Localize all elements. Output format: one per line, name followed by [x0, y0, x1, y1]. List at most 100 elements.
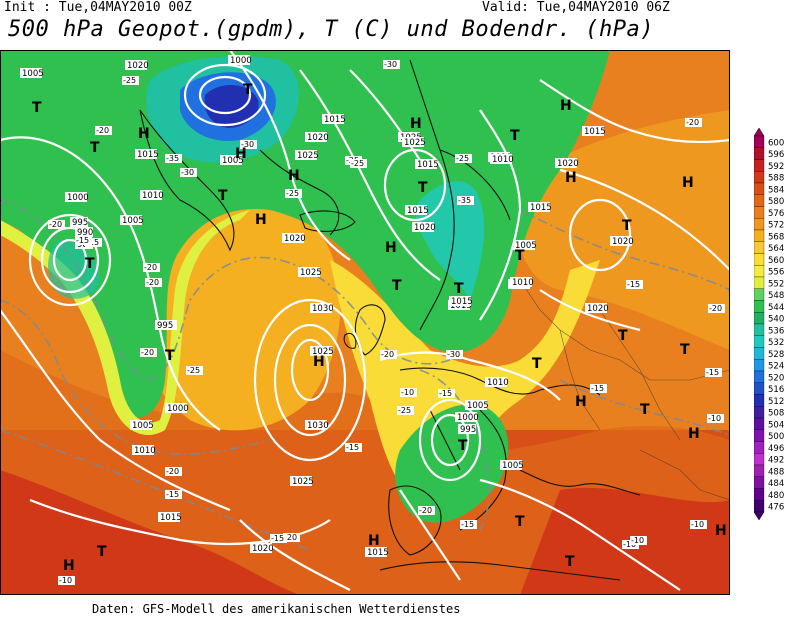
- europe-coast: [399, 367, 601, 531]
- isobar-label: 995: [70, 217, 88, 228]
- temperature-label: -10: [707, 414, 724, 423]
- field-green-trough: [0, 50, 610, 418]
- svg-text:990: 990: [77, 228, 93, 238]
- svg-text:-25: -25: [398, 406, 411, 415]
- legend-swatch: [754, 218, 765, 231]
- svg-text:995: 995: [460, 425, 476, 435]
- svg-text:1005: 1005: [22, 69, 44, 79]
- svg-text:-15: -15: [86, 238, 99, 247]
- svg-text:-10: -10: [708, 414, 721, 423]
- svg-text:1015: 1015: [451, 297, 473, 307]
- pressure-center-label: H: [688, 426, 700, 442]
- legend-level-label: 592: [768, 162, 784, 172]
- borders: [519, 279, 730, 501]
- pressure-center-label: T: [565, 554, 575, 570]
- svg-text:-20: -20: [381, 350, 394, 359]
- isobar-label: 1005: [130, 420, 154, 431]
- svg-text:1015: 1015: [407, 206, 429, 216]
- svg-text:1000: 1000: [67, 193, 89, 203]
- svg-text:-10: -10: [401, 388, 414, 397]
- isobar-label: 1000: [455, 412, 479, 423]
- temperature-label: -20: [140, 348, 157, 357]
- isobar-label: 990: [75, 227, 93, 238]
- svg-text:1020: 1020: [307, 133, 329, 143]
- svg-text:1030: 1030: [307, 421, 329, 431]
- svg-text:-15: -15: [591, 384, 604, 393]
- svg-text:1000: 1000: [230, 56, 252, 66]
- svg-text:1015: 1015: [367, 548, 389, 558]
- svg-text:-15: -15: [706, 368, 719, 377]
- temperature-label: -15: [345, 443, 362, 452]
- svg-text:1030: 1030: [312, 304, 334, 314]
- svg-text:-25: -25: [123, 76, 136, 85]
- isobar-label: 1015: [158, 512, 182, 523]
- valid-time-label: Valid: Tue,04MAY2010 06Z: [482, 0, 670, 15]
- iberia-coast: [388, 485, 442, 556]
- isobar-label: 1015: [405, 205, 429, 216]
- temperature-label: -15: [165, 490, 182, 499]
- temperature-label: -15: [75, 236, 92, 245]
- pressure-center-label: H: [63, 558, 75, 574]
- pressure-center-label: T: [85, 256, 95, 272]
- pressure-center-label: T: [640, 402, 650, 418]
- pressure-center-label: T: [218, 188, 228, 204]
- legend-swatch: [754, 464, 765, 477]
- isobar-label: 995: [155, 320, 177, 331]
- temperature-label: -20: [283, 533, 300, 542]
- pressure-center-label: T: [243, 82, 253, 98]
- svg-text:-20: -20: [686, 118, 699, 127]
- legend-level-label: 500: [768, 432, 784, 442]
- svg-text:1015: 1015: [530, 203, 552, 213]
- pressure-center-label: T: [392, 278, 402, 294]
- pressure-center-label: H: [410, 116, 422, 132]
- pressure-centers-south: H T H T T H T T: [63, 328, 727, 574]
- svg-text:1005: 1005: [467, 401, 489, 411]
- svg-text:1025: 1025: [297, 151, 319, 161]
- svg-text:-20: -20: [284, 533, 297, 542]
- legend-swatch: [754, 206, 765, 219]
- svg-text:-30: -30: [384, 60, 397, 69]
- isobar-label: 1010: [490, 154, 514, 165]
- isobar-label: 1005: [120, 215, 144, 226]
- map-title: 500 hPa Geopot.(gpdm), T (C) und Bodendr…: [8, 17, 655, 42]
- temperature-label: -30: [383, 60, 400, 69]
- svg-text:-35: -35: [166, 154, 179, 163]
- isobar-label: 1025: [295, 150, 319, 161]
- svg-text:1020: 1020: [557, 159, 579, 169]
- temperature-label: -25: [285, 189, 302, 198]
- isobar-label: 1015: [135, 149, 159, 160]
- svg-text:1005: 1005: [132, 421, 154, 431]
- legend-level-label: 484: [768, 479, 784, 489]
- svg-text:-20: -20: [141, 348, 154, 357]
- isobar-labels: 1005 1020 1000 1015 1010 1005 1025 1015 …: [20, 55, 634, 558]
- pressure-center-label: H: [560, 98, 572, 114]
- svg-text:1010: 1010: [492, 155, 514, 165]
- pressure-center-label: T: [618, 328, 628, 344]
- pressure-center-label: H: [368, 533, 380, 549]
- svg-text:1020: 1020: [612, 237, 634, 247]
- map-frame: [0, 50, 730, 595]
- temperature-label: -20: [708, 304, 725, 313]
- isobar-label: 1000: [65, 192, 89, 203]
- pressure-center-label: T: [97, 544, 107, 560]
- isobar-label: 1020: [305, 132, 329, 143]
- pressure-center-label: H: [682, 175, 694, 191]
- svg-text:1025: 1025: [300, 268, 322, 278]
- legend-swatch: [754, 229, 765, 242]
- mediterranean-coast: [519, 469, 641, 496]
- pressure-center-label: H: [565, 170, 577, 186]
- legend-swatch: [754, 441, 765, 454]
- legend-swatch: [754, 370, 765, 383]
- temperature-label: -25: [397, 406, 414, 415]
- pressure-center-label: T: [165, 348, 175, 364]
- legend-swatch: [754, 429, 765, 442]
- svg-text:1000: 1000: [167, 404, 189, 414]
- isobar-label: 1015: [449, 296, 473, 307]
- legend-level-label: 580: [768, 197, 784, 207]
- svg-text:1010: 1010: [512, 278, 534, 288]
- legend-swatch: [754, 488, 765, 501]
- temperature-label: -20: [685, 118, 702, 127]
- field-cold-core-center: [204, 84, 259, 128]
- pressure-center-label: H: [385, 240, 397, 256]
- svg-text:-20: -20: [709, 304, 722, 313]
